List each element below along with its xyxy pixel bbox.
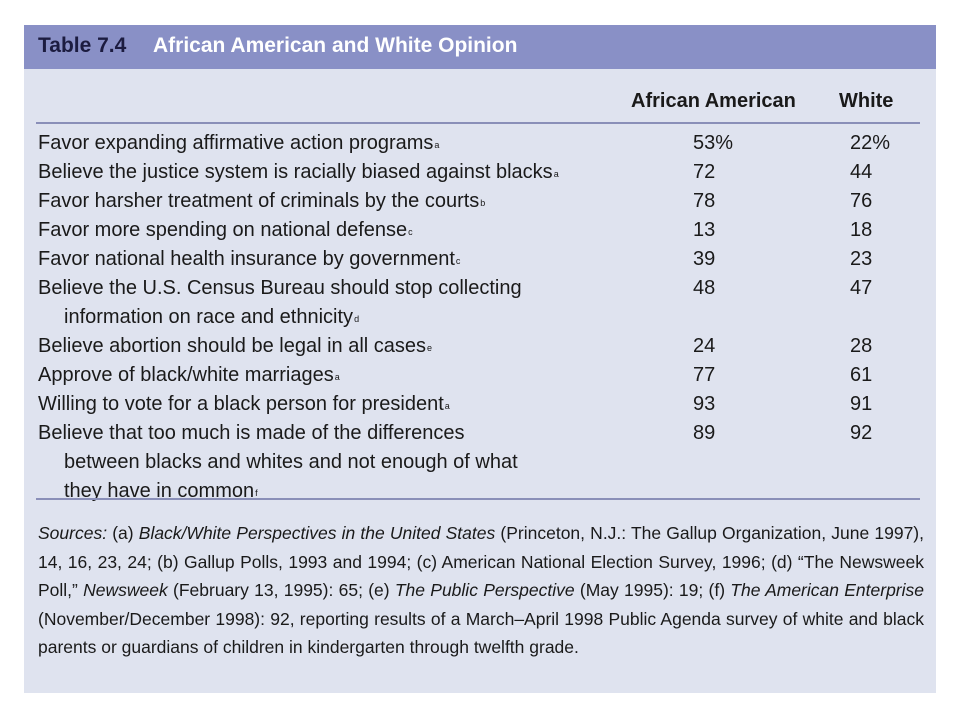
value-white: 92 [850, 422, 873, 444]
value-african-american: 77 [693, 364, 716, 386]
row-label-text: Believe abortion should be legal in all … [38, 335, 427, 357]
footnote-marker: f [255, 488, 258, 498]
source-title: The American Enterprise [730, 580, 924, 600]
row-label-text: Favor harsher treatment of criminals by … [38, 190, 480, 212]
source-title: Newsweek [83, 580, 168, 600]
row-label-text: Favor expanding affirmative action progr… [38, 132, 434, 154]
footer-divider [36, 498, 920, 500]
value-african-american: 48 [693, 277, 716, 299]
source-title: Black/White Perspectives in the United S… [138, 523, 496, 543]
value-african-american: 53% [693, 132, 734, 154]
sources-text: (February 13, 1995): 65; (e) [167, 580, 395, 600]
row-label-text: Believe the justice system is racially b… [38, 161, 553, 183]
value-white: 23 [850, 248, 873, 270]
value-white: 18 [850, 219, 873, 241]
footnote-marker: a [334, 372, 340, 382]
value-white: 22% [850, 132, 891, 154]
sources-text: (May 1995): 19; (f) [574, 580, 731, 600]
row-label: Believe abortion should be legal in all … [38, 332, 618, 361]
row-label: Favor more spending on national defensec [38, 216, 618, 245]
value-african-american: 13 [693, 219, 716, 241]
value-white: 47 [850, 277, 873, 299]
row-label: Favor expanding affirmative action progr… [38, 129, 618, 158]
header-divider [36, 122, 920, 124]
sources-text: (a) [107, 523, 139, 543]
footnote-marker: a [553, 169, 559, 179]
value-african-american: 93 [693, 393, 716, 415]
table-panel: Table 7.4 African American and White Opi… [24, 25, 936, 693]
source-title: The Public Perspective [394, 580, 575, 600]
column-header-white: White [839, 90, 894, 112]
table-title-bar: Table 7.4 African American and White Opi… [24, 25, 936, 69]
sources-note: Sources: (a) Black/White Perspectives in… [38, 519, 924, 662]
footnote-marker: a [434, 140, 440, 150]
column-header-african-american: African American [631, 90, 796, 112]
row-label: Believe that too much is made of the dif… [38, 419, 618, 506]
sources-text: (November/December 1998): 92, reporting … [38, 608, 924, 658]
footnote-marker: c [408, 227, 413, 237]
footnote-marker: b [480, 198, 486, 208]
footnote-marker: a [444, 401, 450, 411]
row-label-continuation: they have in commonf [64, 480, 258, 502]
footnote-marker: e [427, 343, 433, 353]
row-label: Favor national health insurance by gover… [38, 245, 618, 274]
row-label: Willing to vote for a black person for p… [38, 390, 618, 419]
row-label: Believe the justice system is racially b… [38, 158, 618, 187]
footnote-marker: d [354, 314, 360, 324]
row-label-continuation: between blacks and whites and not enough… [64, 451, 518, 473]
value-white: 44 [850, 161, 873, 183]
value-african-american: 78 [693, 190, 716, 212]
value-white: 91 [850, 393, 873, 415]
value-african-american: 39 [693, 248, 716, 270]
row-label-text: Approve of black/white marriages [38, 364, 334, 386]
table-number: Table 7.4 [38, 34, 127, 57]
value-african-american: 72 [693, 161, 716, 183]
row-label-text: Favor more spending on national defense [38, 219, 408, 241]
row-label-continuation: information on race and ethnicityd [64, 306, 360, 328]
value-white: 28 [850, 335, 873, 357]
row-label-text: Believe the U.S. Census Bureau should st… [38, 277, 522, 299]
row-label-text: Believe that too much is made of the dif… [38, 422, 465, 444]
row-label-text: Willing to vote for a black person for p… [38, 393, 444, 415]
value-white: 76 [850, 190, 873, 212]
sources-text: (Princeton, N.J.: The Gallup Organizatio… [38, 523, 924, 600]
row-label-text: Favor national health insurance by gover… [38, 248, 455, 270]
sources-prefix: Sources: [38, 523, 108, 543]
row-label: Believe the U.S. Census Bureau should st… [38, 274, 618, 332]
row-label: Favor harsher treatment of criminals by … [38, 187, 618, 216]
row-label: Approve of black/white marriagesa [38, 361, 618, 390]
footnote-marker: c [455, 256, 461, 266]
value-african-american: 24 [693, 335, 716, 357]
value-white: 61 [850, 364, 873, 386]
table-title: African American and White Opinion [153, 34, 518, 57]
value-african-american: 89 [693, 422, 716, 444]
